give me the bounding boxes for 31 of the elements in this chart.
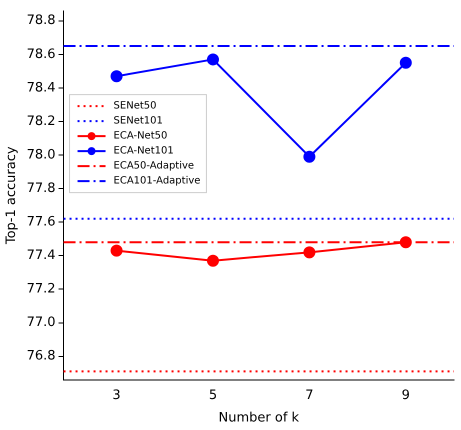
y-tick-label: 77.6 [26, 214, 56, 230]
y-tick-label: 78.6 [26, 46, 56, 62]
y-tick-label: 77.0 [26, 315, 56, 330]
x-tick-label: 3 [112, 388, 121, 403]
point [400, 56, 412, 69]
legend-label: SENet101 [114, 116, 163, 127]
y-tick-label: 78.2 [26, 114, 56, 129]
legend-label: ECA101-Adaptive [114, 176, 200, 187]
point [110, 244, 123, 257]
legend-label: ECA50-Adaptive [114, 160, 194, 172]
y-tick-label: 77.4 [26, 248, 56, 264]
legend-label: SENet50 [114, 100, 156, 112]
y-tick-label: 77.2 [26, 282, 56, 297]
x-tick-label: 5 [208, 388, 218, 403]
y-tick-label: 78.0 [26, 147, 56, 162]
y-tick-label: 76.8 [26, 348, 56, 364]
y-tick-label: 78.8 [26, 13, 56, 28]
x-tick-label: 9 [402, 388, 410, 403]
legend-label: ECA-Net50 [114, 130, 168, 142]
x-axis-title: Number of k [218, 410, 300, 426]
point [206, 53, 219, 66]
point [303, 246, 316, 258]
y-tick-label: 78.4 [26, 80, 56, 96]
y-axis-title: Top-1 accuracy [4, 146, 20, 246]
point [206, 254, 219, 267]
x-tick-label: 7 [305, 388, 314, 403]
legend-label: ECA-Net101 [114, 146, 174, 157]
y-tick-label: 77.8 [26, 180, 56, 196]
point [400, 236, 412, 248]
point [110, 70, 123, 82]
point [303, 150, 316, 163]
